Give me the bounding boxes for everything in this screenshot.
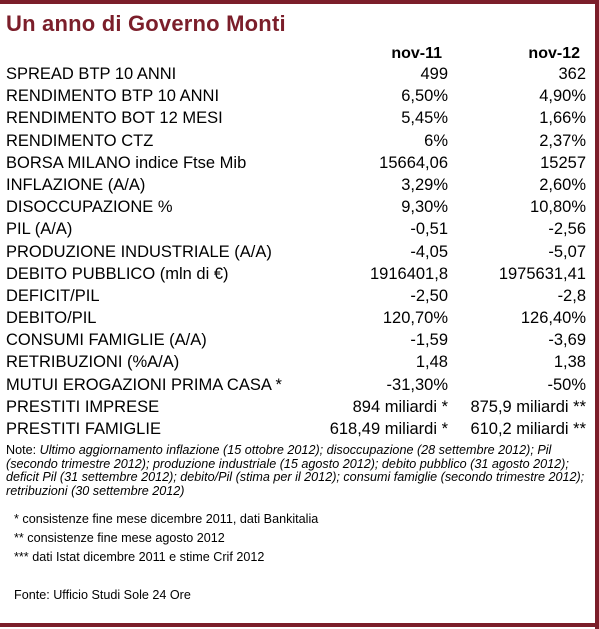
value-nov-11: -31,30% — [386, 375, 448, 394]
value-nov-11: 6% — [424, 131, 448, 150]
value-nov-12: -50% — [547, 375, 586, 394]
table-row: DEBITO/PIL 120,70% 126,40% — [6, 307, 586, 329]
table-row: PRESTITI IMPRESE 894 miliardi * 875,9 mili… — [6, 396, 586, 418]
row-label: PRODUZIONE INDUSTRIALE (A/A) — [6, 242, 272, 261]
column-header-nov-12: nov-12 — [528, 45, 580, 62]
table-row: INFLAZIONE (A/A) 3,29% 2,60% — [6, 174, 586, 196]
table-row: DISOCCUPAZIONE % 9,30% 10,80% — [6, 196, 586, 218]
value-nov-12: 4,90% — [539, 87, 586, 106]
value-nov-11: -4,05 — [410, 242, 448, 261]
row-label: RETRIBUZIONI (%A/A) — [6, 353, 180, 372]
value-nov-12: 1975631,41 — [498, 264, 586, 283]
row-label: RENDIMENTO BTP 10 ANNI — [6, 87, 220, 106]
top-rule — [0, 0, 599, 4]
value-nov-12: 1,38 — [553, 353, 586, 372]
footnote-2: ** consistenze fine mese agosto 2012 — [14, 531, 225, 545]
right-rule — [595, 0, 599, 629]
row-label: INFLAZIONE (A/A) — [6, 175, 146, 194]
value-nov-12: -2,8 — [557, 286, 586, 305]
table-row: CONSUMI FAMIGLIE (A/A) -1,59 -3,69 — [6, 329, 586, 351]
table-row: DEBITO PUBBLICO (mln di €) 1916401,8 19756… — [6, 263, 586, 285]
value-nov-11: 6,50% — [401, 87, 448, 106]
source-line: Fonte: Ufficio Studi Sole 24 Ore — [14, 588, 191, 602]
value-nov-12: 10,80% — [530, 198, 586, 217]
data-table: SPREAD BTP 10 ANNI 499 362 RENDIMENTO BTP 1… — [6, 63, 586, 440]
row-label: MUTUI EROGAZIONI PRIMA CASA * — [6, 375, 282, 394]
row-label: DISOCCUPAZIONE % — [6, 198, 173, 217]
notes-lead: Note: — [6, 443, 37, 457]
footnote-3: *** dati Istat dicembre 2011 e stime Cri… — [14, 550, 265, 564]
value-nov-12: 2,60% — [539, 175, 586, 194]
table-row: MUTUI EROGAZIONI PRIMA CASA * -31,30% -50% — [6, 374, 586, 396]
footnote-1: * consistenze fine mese dicembre 2011, d… — [14, 512, 319, 526]
value-nov-11: -2,50 — [410, 286, 448, 305]
value-nov-11: 3,29% — [401, 175, 448, 194]
value-nov-11: 15664,06 — [379, 153, 448, 172]
notes-text: Ultimo aggiornamento inflazione (15 otto… — [6, 443, 585, 498]
value-nov-12: -2,56 — [548, 220, 586, 239]
row-label: SPREAD BTP 10 ANNI — [6, 65, 177, 83]
column-header-nov-11: nov-11 — [391, 45, 442, 62]
value-nov-11: 1,48 — [415, 353, 448, 372]
row-label: DEBITO/PIL — [6, 309, 97, 328]
value-nov-12: 875,9 miliardi ** — [470, 397, 586, 416]
value-nov-11: -0,51 — [410, 220, 448, 239]
value-nov-11: 120,70% — [382, 309, 448, 328]
row-label: RENDIMENTO BOT 12 MESI — [6, 109, 223, 128]
table-row: BORSA MILANO indice Ftse Mib 15664,06 1525… — [6, 152, 586, 174]
value-nov-11: 5,45% — [401, 109, 448, 128]
value-nov-12: 15257 — [540, 153, 586, 172]
row-label: CONSUMI FAMIGLIE (A/A) — [6, 331, 207, 350]
value-nov-11: -1,59 — [410, 331, 448, 350]
value-nov-11: 618,49 miliardi * — [329, 420, 448, 438]
table-row: RENDIMENTO BOT 12 MESI 5,45% 1,66% — [6, 107, 586, 129]
value-nov-11: 894 miliardi * — [352, 397, 448, 416]
bottom-rule — [0, 623, 599, 627]
row-label: PIL (A/A) — [6, 220, 73, 239]
row-label: DEBITO PUBBLICO (mln di €) — [6, 264, 229, 283]
row-label: DEFICIT/PIL — [6, 286, 100, 305]
value-nov-12: 1,66% — [539, 109, 586, 128]
table-row: SPREAD BTP 10 ANNI 499 362 — [6, 63, 586, 85]
value-nov-12: 126,40% — [520, 309, 586, 328]
table-row: PRODUZIONE INDUSTRIALE (A/A) -4,05 -5,07 — [6, 241, 586, 263]
row-label: PRESTITI IMPRESE — [6, 397, 160, 416]
row-label: PRESTITI FAMIGLIE — [6, 420, 161, 438]
value-nov-12: -3,69 — [548, 331, 586, 350]
row-label: BORSA MILANO indice Ftse Mib — [6, 153, 247, 172]
table-row: RENDIMENTO BTP 10 ANNI 6,50% 4,90% — [6, 85, 586, 107]
value-nov-11: 1916401,8 — [370, 264, 448, 283]
table-row: DEFICIT/PIL -2,50 -2,8 — [6, 285, 586, 307]
value-nov-12: -5,07 — [548, 242, 586, 261]
value-nov-12: 362 — [558, 65, 586, 83]
page-title: Un anno di Governo Monti — [6, 11, 286, 36]
value-nov-11: 9,30% — [401, 198, 448, 217]
value-nov-12: 2,37% — [539, 131, 586, 150]
value-nov-12: 610,2 miliardi ** — [470, 420, 586, 438]
table-row: PIL (A/A) -0,51 -2,56 — [6, 218, 586, 240]
table-row: RENDIMENTO CTZ 6% 2,37% — [6, 130, 586, 152]
table-row: RETRIBUZIONI (%A/A) 1,48 1,38 — [6, 351, 586, 373]
table-row: PRESTITI FAMIGLIE 618,49 miliardi * 610,2 … — [6, 418, 586, 440]
row-label: RENDIMENTO CTZ — [6, 131, 154, 150]
value-nov-11: 499 — [420, 65, 448, 83]
notes: Note: Ultimo aggiornamento inflazione (1… — [6, 443, 586, 498]
